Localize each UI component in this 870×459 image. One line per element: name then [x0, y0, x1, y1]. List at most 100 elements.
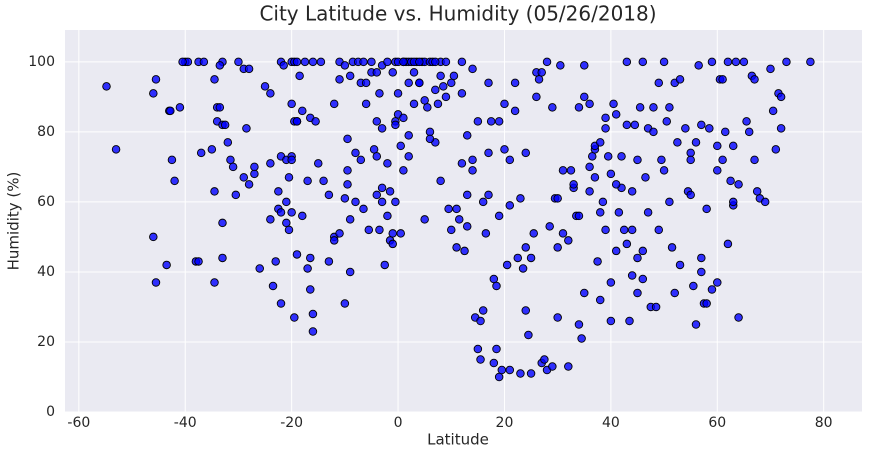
scatter-point	[457, 89, 467, 98]
scatter-point	[439, 82, 448, 91]
scatter-point	[721, 127, 730, 137]
scatter-point	[537, 68, 546, 77]
scatter-point	[199, 57, 209, 67]
scatter-point	[383, 159, 392, 168]
scatter-point	[524, 330, 533, 340]
scatter-point	[760, 197, 770, 207]
scatter-point	[611, 110, 621, 119]
scatter-point	[534, 75, 544, 84]
scatter-point	[574, 103, 584, 112]
scatter-point	[766, 64, 775, 74]
scatter-point	[351, 148, 360, 158]
scatter-point	[500, 99, 509, 109]
scatter-point	[287, 99, 296, 109]
scatter-point	[734, 313, 743, 322]
scatter-point	[215, 103, 225, 112]
scatter-point	[220, 120, 230, 130]
scatter-point	[622, 120, 632, 130]
scatter-point	[279, 61, 288, 70]
scatter-point	[489, 274, 499, 284]
scatter-point	[295, 71, 304, 81]
scatter-point	[162, 260, 171, 270]
scatter-point	[606, 169, 616, 179]
scatter-point	[457, 57, 467, 67]
scatter-point	[314, 159, 323, 168]
scatter-point	[768, 106, 778, 116]
scatter-point	[622, 239, 632, 249]
scatter-point	[752, 187, 762, 196]
scatter-point	[630, 120, 640, 130]
scatter-point	[526, 253, 536, 263]
scatter-point	[393, 89, 403, 98]
scatter-point	[702, 204, 711, 214]
scatter-point	[750, 75, 759, 84]
scatter-point	[609, 99, 618, 109]
scatter-point	[516, 194, 525, 203]
scatter-point	[335, 229, 344, 238]
scatter-point	[369, 145, 379, 154]
scatter-point	[356, 155, 366, 165]
scatter-point	[215, 61, 225, 70]
scatter-point	[319, 176, 328, 186]
scatter-point	[383, 211, 392, 221]
scatter-point	[420, 96, 429, 105]
scatter-point	[308, 57, 318, 67]
scatter-point	[194, 257, 203, 266]
scatter-point	[481, 229, 491, 238]
scatter-point	[207, 145, 217, 154]
scatter-point	[415, 78, 424, 88]
scatter-point	[734, 180, 743, 189]
scatter-point	[441, 92, 451, 102]
scatter-point	[359, 204, 368, 214]
scatter-point	[633, 155, 642, 165]
scatter-point	[627, 187, 637, 196]
scatter-point	[396, 141, 405, 151]
scatter-point	[242, 124, 251, 133]
scatter-point	[633, 253, 642, 263]
scatter-point	[697, 120, 706, 130]
scatter-point	[606, 316, 616, 326]
scatter-point	[234, 57, 243, 67]
scatter-point	[292, 117, 302, 126]
scatter-point	[580, 61, 589, 70]
y-tick-label: 0	[46, 404, 55, 420]
scatter-point	[367, 57, 376, 67]
scatter-point	[444, 204, 453, 214]
scatter-point	[210, 75, 219, 84]
scatter-point	[372, 152, 382, 161]
scatter-point	[601, 113, 610, 123]
scatter-point	[540, 355, 549, 364]
scatter-point	[694, 61, 703, 70]
scatter-point	[590, 173, 600, 182]
scatter-point	[298, 106, 307, 116]
scatter-point	[713, 278, 722, 287]
scatter-point	[728, 141, 738, 151]
scatter-point	[149, 232, 158, 242]
scatter-point	[595, 295, 605, 305]
scatter-point	[306, 253, 315, 263]
scatter-point	[580, 92, 589, 102]
scatter-point	[675, 260, 685, 270]
scatter-point	[489, 358, 499, 368]
scatter-point	[462, 190, 472, 200]
x-tick-label: 0	[394, 415, 403, 431]
y-tick-label: 60	[37, 194, 55, 210]
scatter-point	[649, 103, 658, 112]
scatter-point	[361, 99, 371, 109]
scatter-point	[228, 162, 238, 172]
scatter-point	[431, 85, 440, 95]
scatter-point	[484, 78, 493, 88]
y-tick-label: 20	[37, 334, 55, 350]
scatter-point	[723, 239, 733, 249]
scatter-point	[614, 208, 624, 217]
scatter-point	[441, 57, 451, 67]
scatter-point	[713, 141, 722, 151]
x-tick-label: 20	[496, 415, 514, 431]
scatter-point	[178, 57, 187, 67]
scatter-point	[340, 299, 350, 308]
scatter-point	[659, 166, 669, 175]
scatter-point	[478, 306, 488, 315]
scatter-point	[654, 225, 664, 235]
scatter-point	[723, 57, 733, 67]
scatter-point	[324, 257, 334, 266]
